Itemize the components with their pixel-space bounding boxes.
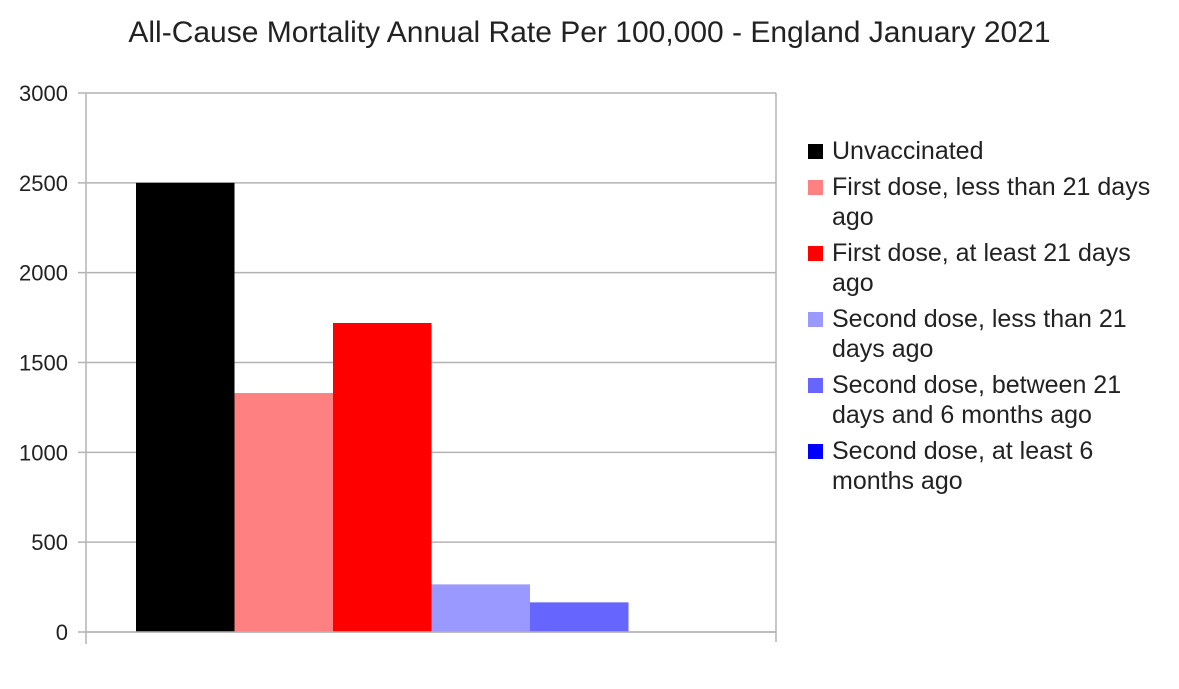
legend-swatch [808,246,823,261]
legend: Unvaccinated First dose, less than 21 day… [808,136,1178,502]
y-tick-label: 2000 [19,261,68,286]
bars [136,182,629,633]
legend-label: Second dose, less than 21 days ago [832,305,1127,363]
bar-4 [431,584,530,632]
legend-item: First dose, less than 21 days ago [808,172,1178,232]
legend-swatch [808,444,823,459]
chart-title: All-Cause Mortality Annual Rate Per 100,… [128,16,1051,49]
legend-swatch [808,144,823,159]
legend-label: First dose, less than 21 days ago [832,173,1151,231]
legend-label: Second dose, at least 6 months ago [832,437,1094,495]
legend-item: Second dose, between 21 days and 6 month… [808,370,1178,430]
y-tick-label: 2500 [19,171,68,196]
legend-item: First dose, at least 21 days ago [808,238,1178,298]
bar-1 [136,182,235,633]
y-tick-label: 0 [56,620,68,645]
y-tick-label: 1000 [19,440,68,465]
legend-item: Unvaccinated [808,136,1178,166]
legend-label: Second dose, between 21 days and 6 month… [832,371,1122,429]
legend-swatch [808,312,823,327]
legend-label: First dose, at least 21 days ago [832,239,1131,297]
legend-item: Second dose, less than 21 days ago [808,304,1178,364]
legend-swatch [808,180,823,195]
y-tick-label: 3000 [19,81,68,106]
y-tick-label: 500 [31,530,68,555]
y-tick-label: 1500 [19,351,68,376]
bar-2 [234,393,333,632]
legend-label: Unvaccinated [832,137,984,165]
legend-item: Second dose, at least 6 months ago [808,436,1178,496]
bar-5 [530,602,629,632]
axes: 0 500 1000 1500 2000 2500 3000 [19,81,777,645]
legend-swatch [808,378,823,393]
bar-3 [333,322,432,632]
